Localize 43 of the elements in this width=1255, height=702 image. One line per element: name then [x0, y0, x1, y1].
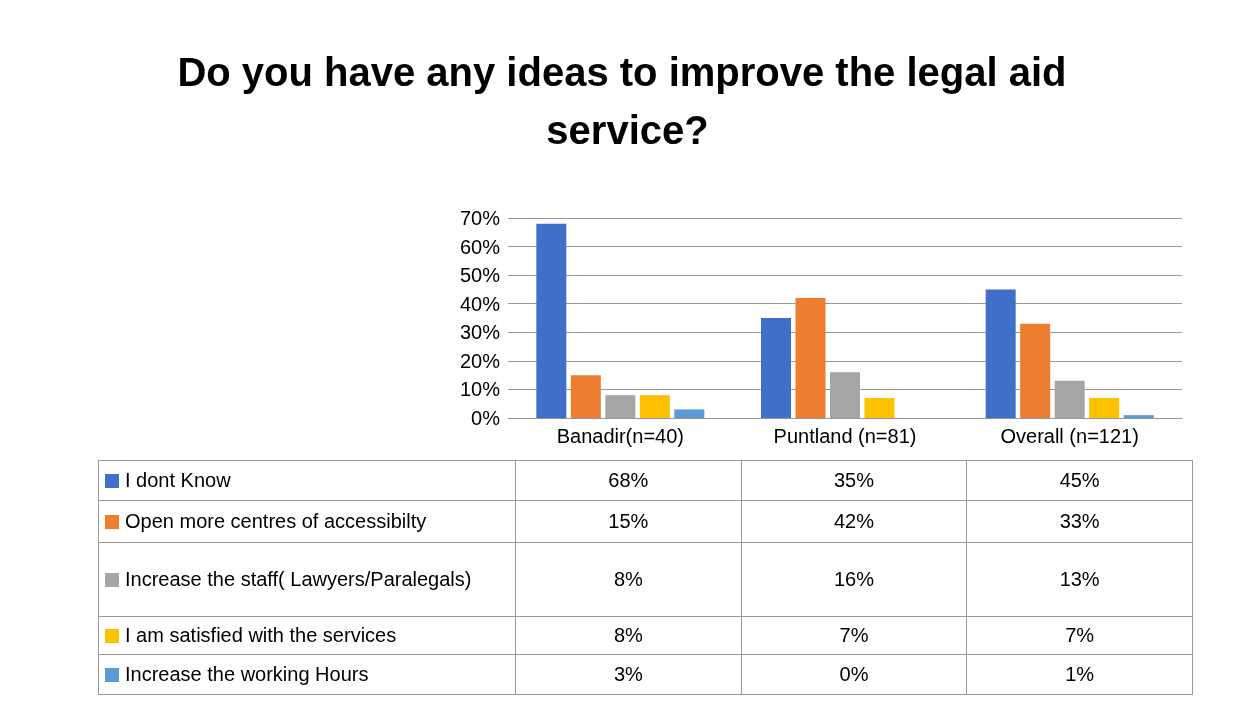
- data-label: 35%: [741, 460, 967, 501]
- x-tick-label: Puntland (n=81): [773, 425, 917, 447]
- bar: [674, 409, 705, 418]
- bar: [761, 318, 791, 418]
- data-label: 8%: [515, 542, 742, 617]
- legend-label: Increase the staff( Lawyers/Paralegals): [125, 568, 472, 591]
- y-tick-label: 0%: [471, 407, 501, 429]
- bar: [639, 395, 670, 418]
- data-label: 68%: [515, 460, 742, 501]
- data-label: 15%: [515, 500, 742, 543]
- legend-label: I dont Know: [125, 469, 231, 492]
- data-label: 0%: [741, 654, 967, 695]
- legend-label: Open more centres of accessibilty: [125, 510, 427, 533]
- bar: [570, 375, 601, 418]
- bar: [985, 289, 1016, 418]
- bar: [864, 398, 895, 418]
- data-label: 13%: [966, 542, 1193, 617]
- y-tick-label: 20%: [459, 349, 501, 372]
- y-tick-label: 70%: [459, 207, 501, 229]
- x-tick-label: Banadir(n=40): [556, 425, 684, 447]
- y-tick-label: 40%: [459, 292, 501, 315]
- data-label: 7%: [741, 616, 967, 655]
- data-label: 33%: [966, 500, 1193, 543]
- data-label: 42%: [741, 500, 967, 543]
- y-tick-label: 30%: [459, 321, 501, 344]
- data-label: 1%: [966, 654, 1193, 695]
- y-tick-label: 50%: [459, 264, 501, 287]
- bar: [1123, 415, 1154, 418]
- bar: [795, 298, 826, 418]
- data-label: 8%: [515, 616, 742, 655]
- chart-title: Do you have any ideas to improve the legal aid service?: [177, 50, 1078, 152]
- data-label: 7%: [966, 616, 1193, 655]
- data-label: 16%: [741, 542, 967, 617]
- x-tick-label: Overall (n=121): [1000, 425, 1139, 447]
- legend-label: I am satisfied with the services: [125, 624, 397, 647]
- bar: [1089, 398, 1120, 418]
- data-label: 45%: [966, 460, 1193, 501]
- bar: [1020, 323, 1051, 418]
- data-label: 3%: [515, 654, 742, 695]
- legend-label: Increase the working Hours: [125, 663, 369, 686]
- y-tick-label: 10%: [459, 378, 501, 401]
- y-tick-label: 60%: [459, 235, 501, 258]
- bar: [536, 223, 567, 418]
